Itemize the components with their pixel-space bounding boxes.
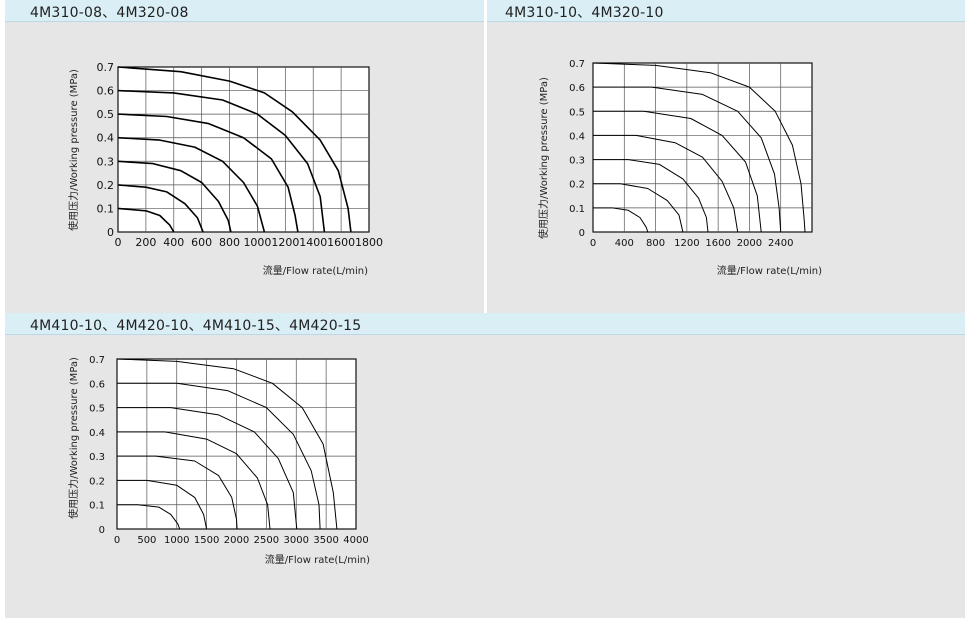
panel-header: 4M310-08、4M320-08	[5, 0, 484, 22]
x-tick-label: 2000	[737, 238, 762, 249]
pressure-curve-6	[117, 382, 321, 530]
pressure-curve-4	[593, 134, 739, 233]
x-tick-label: 1600	[327, 236, 355, 249]
x-tick-label: 4000	[343, 535, 368, 546]
x-tick-label: 1200	[674, 238, 699, 249]
x-tick-label: 3500	[313, 535, 338, 546]
x-axis-label: 流量/Flow rate(L/min)	[717, 264, 822, 277]
y-tick-label: 0.1	[97, 202, 115, 215]
pressure-curve-2	[117, 184, 204, 233]
y-tick-label: 0.2	[97, 179, 115, 192]
y-tick-label: 0.1	[89, 501, 105, 512]
pressure-curve-2	[593, 183, 684, 233]
pressure-curve-5	[117, 113, 299, 233]
y-tick-label: 0.5	[97, 108, 115, 121]
y-tick-label: 0.4	[89, 428, 105, 439]
pressure-curve-2	[117, 479, 208, 530]
pressure-curve-4	[117, 431, 271, 530]
pressure-curve-1	[117, 207, 175, 233]
y-tick-label: 0.2	[569, 180, 585, 191]
plot-area	[117, 66, 370, 233]
panel-header: 4M310-10、4M320-10	[487, 0, 965, 22]
x-tick-label: 1000	[164, 535, 189, 546]
pressure-curve-5	[593, 110, 762, 233]
x-tick-label: 2400	[768, 238, 793, 249]
x-tick-label: 800	[219, 236, 240, 249]
y-tick-label: 0.5	[89, 404, 105, 415]
x-tick-label: 600	[191, 236, 212, 249]
pressure-curve-6	[593, 86, 782, 233]
y-tick-label: 0	[107, 226, 114, 239]
y-tick-label: 0.7	[89, 355, 105, 366]
y-tick-label: 0.6	[89, 379, 105, 390]
y-tick-label: 0.3	[97, 155, 115, 168]
x-tick-label: 1400	[299, 236, 327, 249]
pressure-curve-7	[117, 66, 352, 233]
pressure-curve-6	[117, 89, 326, 233]
pressure-curve-1	[593, 207, 649, 233]
y-tick-label: 0.5	[569, 107, 585, 118]
pressure-curve-3	[117, 160, 232, 233]
y-tick-label: 0.4	[569, 131, 585, 142]
x-tick-label: 1500	[194, 535, 219, 546]
y-axis-label: 使用压力/Working pressure (MPa)	[537, 77, 550, 239]
x-tick-label: 0	[590, 238, 596, 249]
x-tick-label: 200	[135, 236, 156, 249]
x-axis-label: 流量/Flow rate(L/min)	[263, 264, 368, 277]
y-axis-label: 使用压力/Working pressure (MPa)	[67, 69, 80, 231]
y-tick-label: 0	[579, 228, 585, 239]
x-tick-label: 1000	[243, 236, 271, 249]
y-tick-label: 0.2	[89, 476, 105, 487]
y-axis-label: 使用压力/Working pressure (MPa)	[67, 357, 80, 519]
x-tick-label: 1200	[271, 236, 299, 249]
y-tick-label: 0.3	[569, 156, 585, 167]
y-tick-label: 0.3	[89, 452, 105, 463]
panel-title: 4M410-10、4M420-10、4M410-15、4M420-15	[30, 318, 362, 334]
x-tick-label: 400	[615, 238, 634, 249]
y-tick-label: 0.6	[569, 83, 585, 94]
pressure-curve-5	[117, 407, 298, 530]
panel-top-left: 4M310-08、4M320-08	[5, 0, 484, 313]
pressure-curve-3	[117, 455, 238, 530]
x-tick-label: 2500	[254, 535, 279, 546]
panel-title: 4M310-08、4M320-08	[30, 5, 189, 21]
panel-header: 4M410-10、4M420-10、4M410-15、4M420-15	[5, 313, 965, 335]
pressure-curve-3	[593, 159, 709, 233]
x-axis-label: 流量/Flow rate(L/min)	[265, 553, 370, 566]
x-tick-label: 3000	[284, 535, 309, 546]
x-tick-label: 0	[115, 236, 122, 249]
plot-area	[592, 62, 813, 233]
x-tick-label: 0	[114, 535, 120, 546]
y-tick-label: 0.7	[569, 59, 585, 70]
x-tick-label: 1800	[355, 236, 383, 249]
y-tick-label: 0	[99, 525, 105, 536]
pressure-curve-1	[117, 504, 181, 530]
y-tick-label: 0.6	[97, 85, 115, 98]
panel-title: 4M310-10、4M320-10	[505, 5, 664, 21]
y-tick-label: 0.1	[569, 204, 585, 215]
pressure-curve-7	[592, 62, 806, 233]
pressure-curve-4	[117, 136, 266, 233]
panel-top-right: 4M310-10、4M320-10	[487, 0, 965, 313]
y-tick-label: 0.7	[97, 61, 115, 74]
pressure-curve-7	[116, 358, 338, 530]
x-tick-label: 800	[646, 238, 665, 249]
x-tick-label: 2000	[224, 535, 249, 546]
x-tick-label: 1600	[705, 238, 730, 249]
x-tick-label: 500	[137, 535, 156, 546]
x-tick-label: 400	[163, 236, 184, 249]
y-tick-label: 0.4	[97, 132, 115, 145]
